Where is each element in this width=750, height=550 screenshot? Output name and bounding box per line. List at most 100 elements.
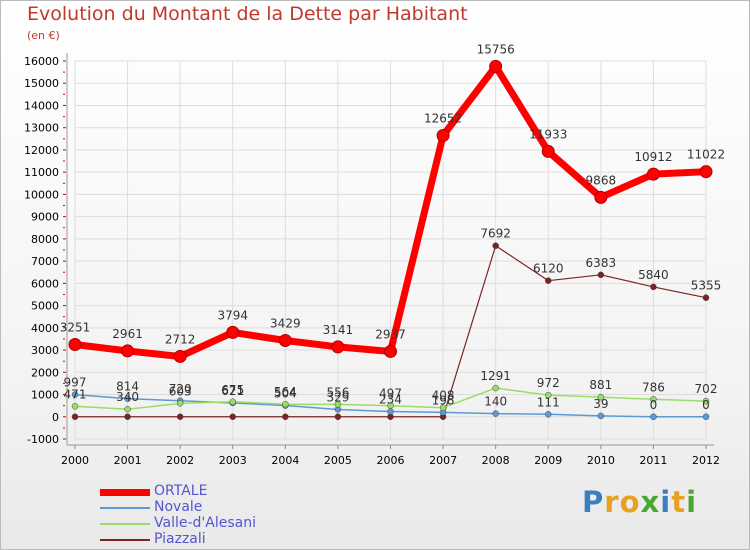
data-point bbox=[594, 190, 608, 204]
legend-label: Piazzali bbox=[154, 531, 206, 547]
data-label: 603 bbox=[169, 384, 192, 398]
data-label: 340 bbox=[116, 390, 139, 404]
data-point bbox=[439, 404, 447, 411]
data-point bbox=[492, 242, 499, 249]
data-label: 3794 bbox=[217, 308, 248, 322]
data-label: 7692 bbox=[480, 227, 511, 241]
data-point bbox=[597, 412, 605, 420]
data-label: 497 bbox=[379, 387, 402, 401]
legend-label: Novale bbox=[154, 499, 203, 515]
series-group bbox=[68, 59, 713, 421]
data-point bbox=[331, 340, 345, 354]
x-tick-label: 2003 bbox=[219, 454, 247, 467]
data-point bbox=[121, 344, 135, 358]
chart-subtitle: (en €) bbox=[27, 29, 60, 42]
data-label: 0 bbox=[650, 398, 658, 412]
data-point bbox=[68, 337, 82, 351]
data-point bbox=[489, 59, 503, 73]
data-point bbox=[702, 413, 710, 421]
x-tick-label: 2008 bbox=[482, 454, 510, 467]
data-point bbox=[124, 395, 131, 402]
y-tick-label: 13000 bbox=[24, 122, 59, 135]
data-point bbox=[282, 400, 289, 408]
data-point bbox=[173, 349, 187, 363]
data-point bbox=[545, 411, 552, 418]
data-label: 9868 bbox=[586, 173, 617, 187]
data-label: 2712 bbox=[165, 332, 196, 346]
data-label: 15756 bbox=[477, 42, 515, 56]
data-label: 198 bbox=[432, 393, 455, 407]
data-point bbox=[702, 397, 710, 405]
data-label: 3429 bbox=[270, 317, 301, 331]
logo-letter: r bbox=[604, 485, 620, 519]
data-point bbox=[387, 408, 394, 415]
data-point bbox=[492, 410, 499, 417]
legend-swatch bbox=[100, 523, 150, 525]
data-label: 720 bbox=[169, 382, 192, 396]
x-tick-label: 2000 bbox=[61, 454, 89, 467]
data-point bbox=[71, 403, 79, 410]
data-point bbox=[384, 344, 397, 358]
data-label: 702 bbox=[695, 382, 718, 396]
x-tick-label: 2005 bbox=[324, 454, 352, 467]
x-tick-label: 2001 bbox=[114, 454, 142, 467]
grid bbox=[74, 60, 707, 440]
data-label: 11933 bbox=[529, 127, 567, 141]
data-point bbox=[387, 402, 394, 409]
x-tick-label: 2006 bbox=[377, 454, 405, 467]
proxiti-logo: Proxiti bbox=[582, 485, 697, 519]
data-point bbox=[541, 144, 555, 158]
x-tick-label: 2012 bbox=[692, 454, 720, 467]
x-tick-label: 2004 bbox=[271, 454, 299, 467]
data-label: 814 bbox=[116, 380, 139, 394]
data-label: 5355 bbox=[691, 279, 722, 293]
data-point bbox=[545, 391, 552, 399]
data-point bbox=[646, 167, 660, 181]
data-label: 5840 bbox=[638, 268, 669, 282]
x-tick-label: 2009 bbox=[534, 454, 562, 467]
legend-label: ORTALE bbox=[154, 483, 208, 499]
x-tick-label: 2010 bbox=[587, 454, 615, 467]
y-tick-label: 4000 bbox=[31, 322, 59, 335]
data-point bbox=[176, 400, 184, 407]
data-label: 3251 bbox=[60, 320, 91, 334]
data-label: 6120 bbox=[533, 262, 564, 276]
data-label: 972 bbox=[537, 376, 560, 390]
data-label: 564 bbox=[274, 385, 297, 399]
data-label: 39 bbox=[593, 397, 608, 411]
data-label: 329 bbox=[326, 390, 349, 404]
data-label: 2937 bbox=[375, 327, 406, 341]
y-tick-label: 12000 bbox=[24, 144, 59, 157]
y-tick-label: 8000 bbox=[31, 233, 59, 246]
data-point bbox=[334, 401, 342, 408]
data-label: 1291 bbox=[480, 369, 511, 383]
legend-item: Piazzali bbox=[100, 531, 400, 548]
data-point bbox=[650, 413, 657, 421]
data-label: 408 bbox=[432, 389, 455, 403]
logo-letter: i bbox=[660, 485, 672, 519]
data-label: 881 bbox=[589, 378, 612, 392]
data-label: 11022 bbox=[687, 148, 725, 162]
data-label: 111 bbox=[537, 395, 560, 409]
axes: -1000 0 1000 2000 3000 4000 5000 6000 7000 8000 90… bbox=[24, 53, 720, 467]
data-point bbox=[124, 413, 131, 421]
data-point bbox=[699, 165, 713, 179]
legend-item: Valle-d'Alesani bbox=[100, 515, 400, 532]
data-point bbox=[492, 384, 499, 392]
data-point bbox=[334, 413, 342, 421]
data-point bbox=[282, 413, 289, 421]
legend-item: Novale bbox=[100, 499, 400, 516]
y-tick-label: 5000 bbox=[31, 300, 59, 313]
y-tick-label: 7000 bbox=[31, 255, 59, 268]
data-point bbox=[597, 393, 605, 401]
data-point bbox=[229, 413, 236, 421]
logo-letter: o bbox=[619, 485, 641, 519]
y-tick-label: -1000 bbox=[27, 433, 59, 446]
logo-letter: i bbox=[686, 485, 698, 519]
logo-letter: t bbox=[671, 485, 687, 519]
data-point bbox=[278, 334, 292, 348]
logo-letter: x bbox=[640, 485, 661, 519]
data-point bbox=[702, 294, 710, 301]
